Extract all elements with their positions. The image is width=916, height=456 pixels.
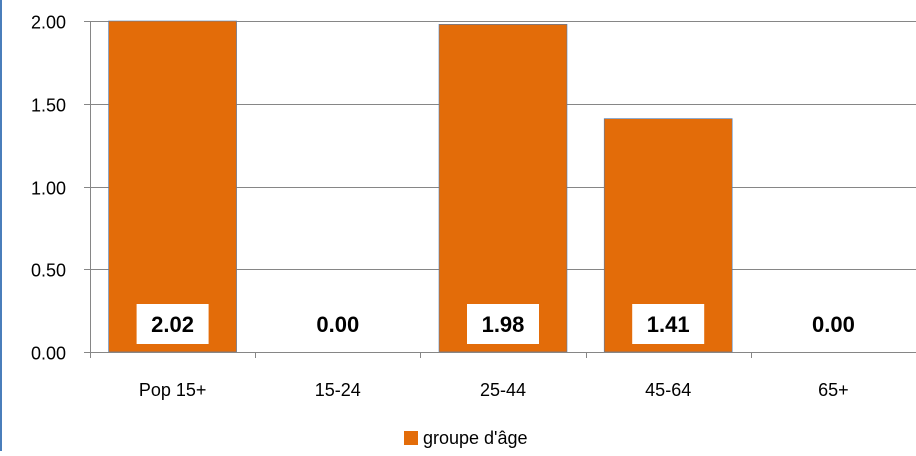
x-tick-label: 65+ xyxy=(818,380,849,400)
data-label-box xyxy=(467,304,539,344)
data-label: 0.00 xyxy=(812,312,855,337)
legend-label: groupe d'âge xyxy=(423,428,528,448)
y-tick-label: 1.00 xyxy=(31,179,66,199)
data-label-box xyxy=(136,304,209,344)
bar xyxy=(438,24,568,353)
y-tick-label: 2.00 xyxy=(31,13,66,33)
y-tick-label: 0.50 xyxy=(31,261,66,281)
axes: 0.00 0.50 1.00 1.50 2.00 Pop 15+ 15-24 25-44 45-… xyxy=(31,13,916,400)
data-label-box xyxy=(797,304,870,344)
legend: groupe d'âge xyxy=(404,428,528,448)
data-label: 1.41 xyxy=(647,312,690,337)
data-label: 0.00 xyxy=(316,312,359,337)
data-label: 2.02 xyxy=(151,312,194,337)
legend-swatch xyxy=(404,431,418,445)
data-label: 1.98 xyxy=(482,312,525,337)
chart-frame-border xyxy=(0,0,2,451)
x-tick-label: 25-44 xyxy=(480,380,526,400)
y-tick-label: 1.50 xyxy=(31,96,66,116)
data-label-box xyxy=(301,304,374,344)
data-label-box xyxy=(632,304,705,344)
x-tick-label: Pop 15+ xyxy=(139,380,207,400)
x-tick-label: 15-24 xyxy=(315,380,361,400)
bar xyxy=(108,20,237,353)
y-tick-label: 0.00 xyxy=(31,344,66,364)
bars xyxy=(108,20,733,353)
x-tick-label: 45-64 xyxy=(645,380,691,400)
data-labels: 2.02 0.00 1.98 1.41 0.00 xyxy=(136,304,870,344)
